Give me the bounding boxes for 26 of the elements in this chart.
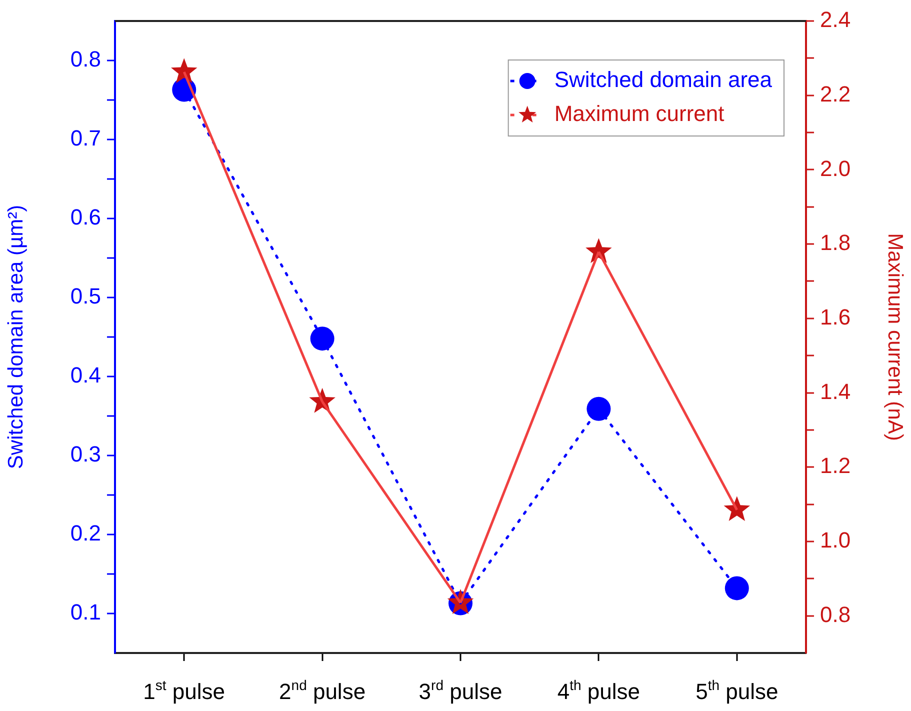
point — [170, 58, 198, 84]
y-tick-label: 0.5 — [70, 284, 101, 309]
y2-tick-label: 1.0 — [820, 528, 851, 553]
y2-tick-label: 2.0 — [820, 156, 851, 181]
legend-label: Maximum current — [554, 101, 724, 126]
y2-tick-label: 2.4 — [820, 7, 851, 32]
point — [724, 496, 750, 522]
y-tick-label: 0.8 — [70, 46, 101, 72]
point — [310, 326, 334, 351]
point — [586, 396, 611, 421]
y-tick-label: 0.4 — [70, 362, 101, 388]
y2-tick-label: 1.4 — [820, 378, 851, 404]
point — [724, 576, 749, 600]
y2-tick-label: 2.2 — [820, 81, 851, 106]
y-tick-label: 0.7 — [70, 126, 101, 151]
y2-axis-title: Maximum current (nA) — [884, 233, 907, 441]
y-tick-label: 0.3 — [70, 442, 101, 467]
y2-tick-label: 1.2 — [820, 453, 851, 478]
y2-tick-label: 1.6 — [820, 304, 851, 330]
y-tick-label: 0.6 — [70, 204, 101, 230]
y2-tick-label: 0.8 — [820, 602, 851, 627]
y-axis-title: Switched domain area (µm²) — [4, 204, 28, 470]
y2-tick-label: 1.8 — [820, 230, 851, 256]
legend-label: Switched domain area — [554, 67, 773, 92]
y-tick-label: 0.2 — [70, 520, 101, 546]
y-tick-label: 0.1 — [70, 600, 101, 625]
